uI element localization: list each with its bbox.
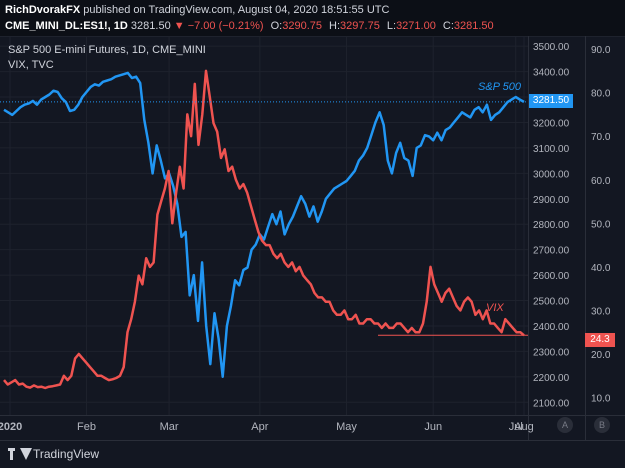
vix-tick-label: 30.0 bbox=[591, 306, 611, 317]
tradingview-brand: TradingView bbox=[33, 447, 100, 461]
vix-tick-label: 50.0 bbox=[591, 219, 611, 230]
vix-tick-label: 40.0 bbox=[591, 263, 611, 274]
low-value: 3271.00 bbox=[396, 20, 436, 32]
time-tick-label: May bbox=[336, 421, 357, 433]
price-tick-label: 2400.00 bbox=[533, 322, 570, 333]
low-label: L: bbox=[386, 20, 397, 32]
spx-last-value-tag: 3281.50 bbox=[529, 94, 573, 108]
close-label: C: bbox=[442, 20, 454, 32]
high-value: 3297.75 bbox=[340, 20, 380, 32]
vix-tick-label: 70.0 bbox=[591, 132, 611, 143]
price-tick-label: 2500.00 bbox=[533, 297, 570, 308]
vix-last-value-tag: 24.3 bbox=[585, 333, 615, 347]
open-label: O: bbox=[270, 20, 283, 32]
author-name[interactable]: RichDvorakFX bbox=[5, 4, 81, 16]
price-tick-label: 3200.00 bbox=[533, 118, 570, 129]
vix-tick-label: 10.0 bbox=[591, 394, 611, 405]
last-price: 3281.50 bbox=[130, 20, 171, 32]
price-tick-label: 2600.00 bbox=[533, 271, 570, 282]
series-lines bbox=[0, 69, 528, 390]
price-tick-label: 2200.00 bbox=[533, 373, 570, 384]
time-tick-label: Aug bbox=[514, 421, 534, 433]
publication-line: RichDvorakFX published on TradingView.co… bbox=[5, 4, 389, 16]
price-change: ▼ −7.00 (−0.21%) bbox=[173, 20, 264, 32]
vix-annotation: VIX bbox=[486, 302, 504, 314]
time-tick-label: Mar bbox=[160, 421, 179, 433]
price-tick-label: 2800.00 bbox=[533, 220, 570, 231]
vix-tick-label: 20.0 bbox=[591, 350, 611, 361]
price-tick-label: 2900.00 bbox=[533, 195, 570, 206]
series-line-spx bbox=[3, 71, 525, 379]
auto-scale-button[interactable]: A bbox=[557, 417, 573, 433]
legend-series-vix[interactable]: VIX, TVC bbox=[8, 59, 54, 71]
right-vix-axis: 90.0 80.0 70.0 60.0 50.0 40.0 30.0 20.0 10.0 bbox=[591, 45, 611, 405]
time-tick-label: Jun bbox=[424, 421, 442, 433]
footer-bar bbox=[0, 440, 625, 468]
close-value: 3281.50 bbox=[453, 20, 494, 32]
symbol-line: CME_MINI_DL:ES1!, 1D 3281.50 ▼ −7.00 (−0… bbox=[5, 20, 494, 32]
scale-button-b[interactable]: B bbox=[594, 417, 610, 433]
series-line-vix bbox=[3, 69, 525, 390]
published-text: published on TradingView.com, August 04,… bbox=[80, 4, 390, 16]
tradingview-logo[interactable]: TradingView bbox=[8, 447, 99, 461]
price-tick-label: 2700.00 bbox=[533, 246, 570, 257]
vix-tick-label: 90.0 bbox=[591, 45, 611, 56]
price-tick-label: 2300.00 bbox=[533, 347, 570, 358]
vix-tick-label: 60.0 bbox=[591, 176, 611, 187]
high-label: H: bbox=[329, 20, 341, 32]
price-tick-label: 3500.00 bbox=[533, 42, 570, 53]
time-tick-label: Feb bbox=[77, 421, 96, 433]
price-tick-label: 2100.00 bbox=[533, 398, 570, 409]
grid-lines bbox=[0, 36, 625, 440]
time-tick-label: Jul bbox=[509, 421, 523, 433]
price-tick-label: 3400.00 bbox=[533, 68, 570, 79]
publication-header: RichDvorakFX published on TradingView.co… bbox=[0, 0, 625, 37]
tradingview-logo-icon bbox=[8, 448, 32, 460]
time-tick-label: Apr bbox=[251, 421, 268, 433]
legend-series-spx[interactable]: S&P 500 E-mini Futures, 1D, CME_MINI bbox=[8, 44, 206, 56]
spx-annotation: S&P 500 bbox=[478, 81, 522, 93]
price-tick-label: 3100.00 bbox=[533, 144, 570, 155]
price-tick-label: 3000.00 bbox=[533, 169, 570, 180]
open-value: 3290.75 bbox=[282, 20, 322, 32]
vix-tick-label: 80.0 bbox=[591, 89, 611, 100]
symbol-name[interactable]: CME_MINI_DL:ES1!, 1D bbox=[5, 20, 128, 32]
time-tick-label: 2020 bbox=[0, 421, 22, 433]
